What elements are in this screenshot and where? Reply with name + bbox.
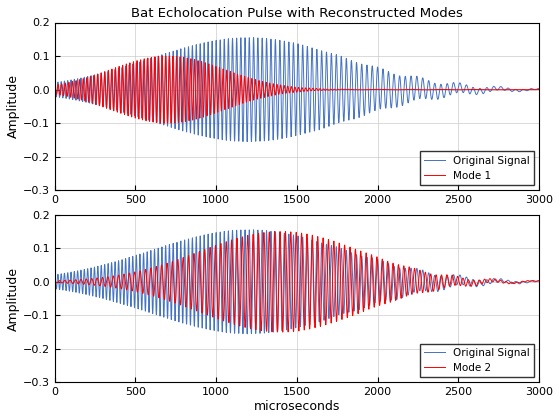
Mode 1	[282, 87, 288, 92]
Original Signal	[521, 87, 528, 92]
Legend: Original Signal, Mode 2: Original Signal, Mode 2	[419, 344, 534, 377]
Original Signal	[536, 86, 543, 91]
Y-axis label: Amplitude: Amplitude	[7, 267, 20, 331]
Original Signal	[403, 88, 410, 93]
Mode 2	[497, 278, 503, 283]
Mode 2	[521, 279, 528, 284]
Mode 2	[282, 237, 288, 242]
Mode 1	[255, 83, 262, 88]
Title: Bat Echolocation Pulse with Reconstructed Modes: Bat Echolocation Pulse with Reconstructe…	[131, 7, 463, 20]
Original Signal	[259, 36, 265, 41]
Original Signal	[282, 62, 288, 67]
Line: Original Signal: Original Signal	[55, 230, 539, 334]
Original Signal	[244, 331, 250, 336]
Original Signal	[259, 228, 265, 234]
Y-axis label: Amplitude: Amplitude	[7, 74, 20, 138]
Original Signal	[250, 35, 257, 40]
X-axis label: microseconds: microseconds	[254, 400, 340, 413]
Line: Mode 1: Mode 1	[55, 56, 539, 123]
Line: Original Signal: Original Signal	[55, 38, 539, 142]
Mode 1	[162, 53, 169, 58]
Mode 1	[52, 83, 58, 88]
Mode 2	[536, 278, 543, 284]
Original Signal	[244, 139, 250, 144]
Original Signal	[536, 278, 543, 283]
Legend: Original Signal, Mode 1: Original Signal, Mode 1	[419, 152, 534, 185]
Mode 2	[52, 278, 58, 284]
Original Signal	[255, 244, 262, 249]
Line: Mode 2: Mode 2	[55, 231, 539, 332]
Mode 1	[536, 87, 543, 92]
Mode 2	[279, 330, 286, 335]
Original Signal	[497, 276, 503, 281]
Mode 1	[164, 121, 171, 126]
Original Signal	[521, 279, 528, 284]
Mode 1	[259, 80, 265, 85]
Mode 2	[255, 235, 262, 240]
Original Signal	[52, 80, 58, 85]
Original Signal	[497, 84, 503, 89]
Original Signal	[282, 254, 288, 259]
Original Signal	[255, 52, 262, 57]
Original Signal	[403, 281, 410, 286]
Mode 2	[282, 229, 289, 234]
Mode 1	[403, 87, 410, 92]
Mode 2	[259, 306, 265, 311]
Mode 1	[497, 87, 503, 92]
Original Signal	[52, 272, 58, 277]
Mode 2	[403, 293, 410, 298]
Original Signal	[250, 227, 257, 232]
Mode 1	[521, 87, 528, 92]
